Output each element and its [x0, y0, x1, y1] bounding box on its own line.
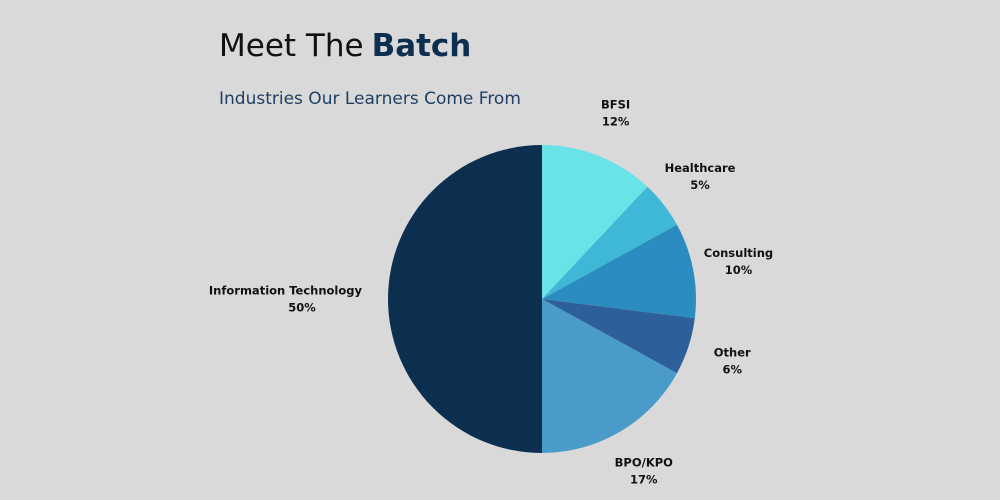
- pie-slice: [542, 224, 696, 319]
- slice-label: Consulting: [704, 246, 773, 260]
- value-label: 6%: [722, 362, 742, 376]
- value-label: 5%: [690, 178, 710, 192]
- chart-subtitle: Industries Our Learners Come From: [219, 89, 521, 109]
- pie-slice: [542, 145, 648, 299]
- value-label: 17%: [630, 473, 658, 487]
- pie-slice: [388, 145, 542, 453]
- title-highlight: Batch: [371, 28, 472, 64]
- value-label: 10%: [725, 263, 753, 277]
- pie-slice: [542, 299, 695, 374]
- value-label: 12%: [602, 115, 630, 129]
- pie-slice: [542, 186, 677, 299]
- slice-label: Information Technology: [209, 284, 363, 298]
- slice-label: Other: [714, 345, 751, 359]
- slice-label: BFSI: [601, 98, 630, 112]
- slice-label: BPO/KPO: [615, 456, 674, 470]
- title-text: Meet The: [219, 28, 364, 64]
- chart-title: Meet The Batch: [219, 28, 471, 64]
- slice-label: Healthcare: [665, 161, 736, 175]
- value-label: 50%: [288, 301, 316, 315]
- pie-slice: [542, 299, 677, 453]
